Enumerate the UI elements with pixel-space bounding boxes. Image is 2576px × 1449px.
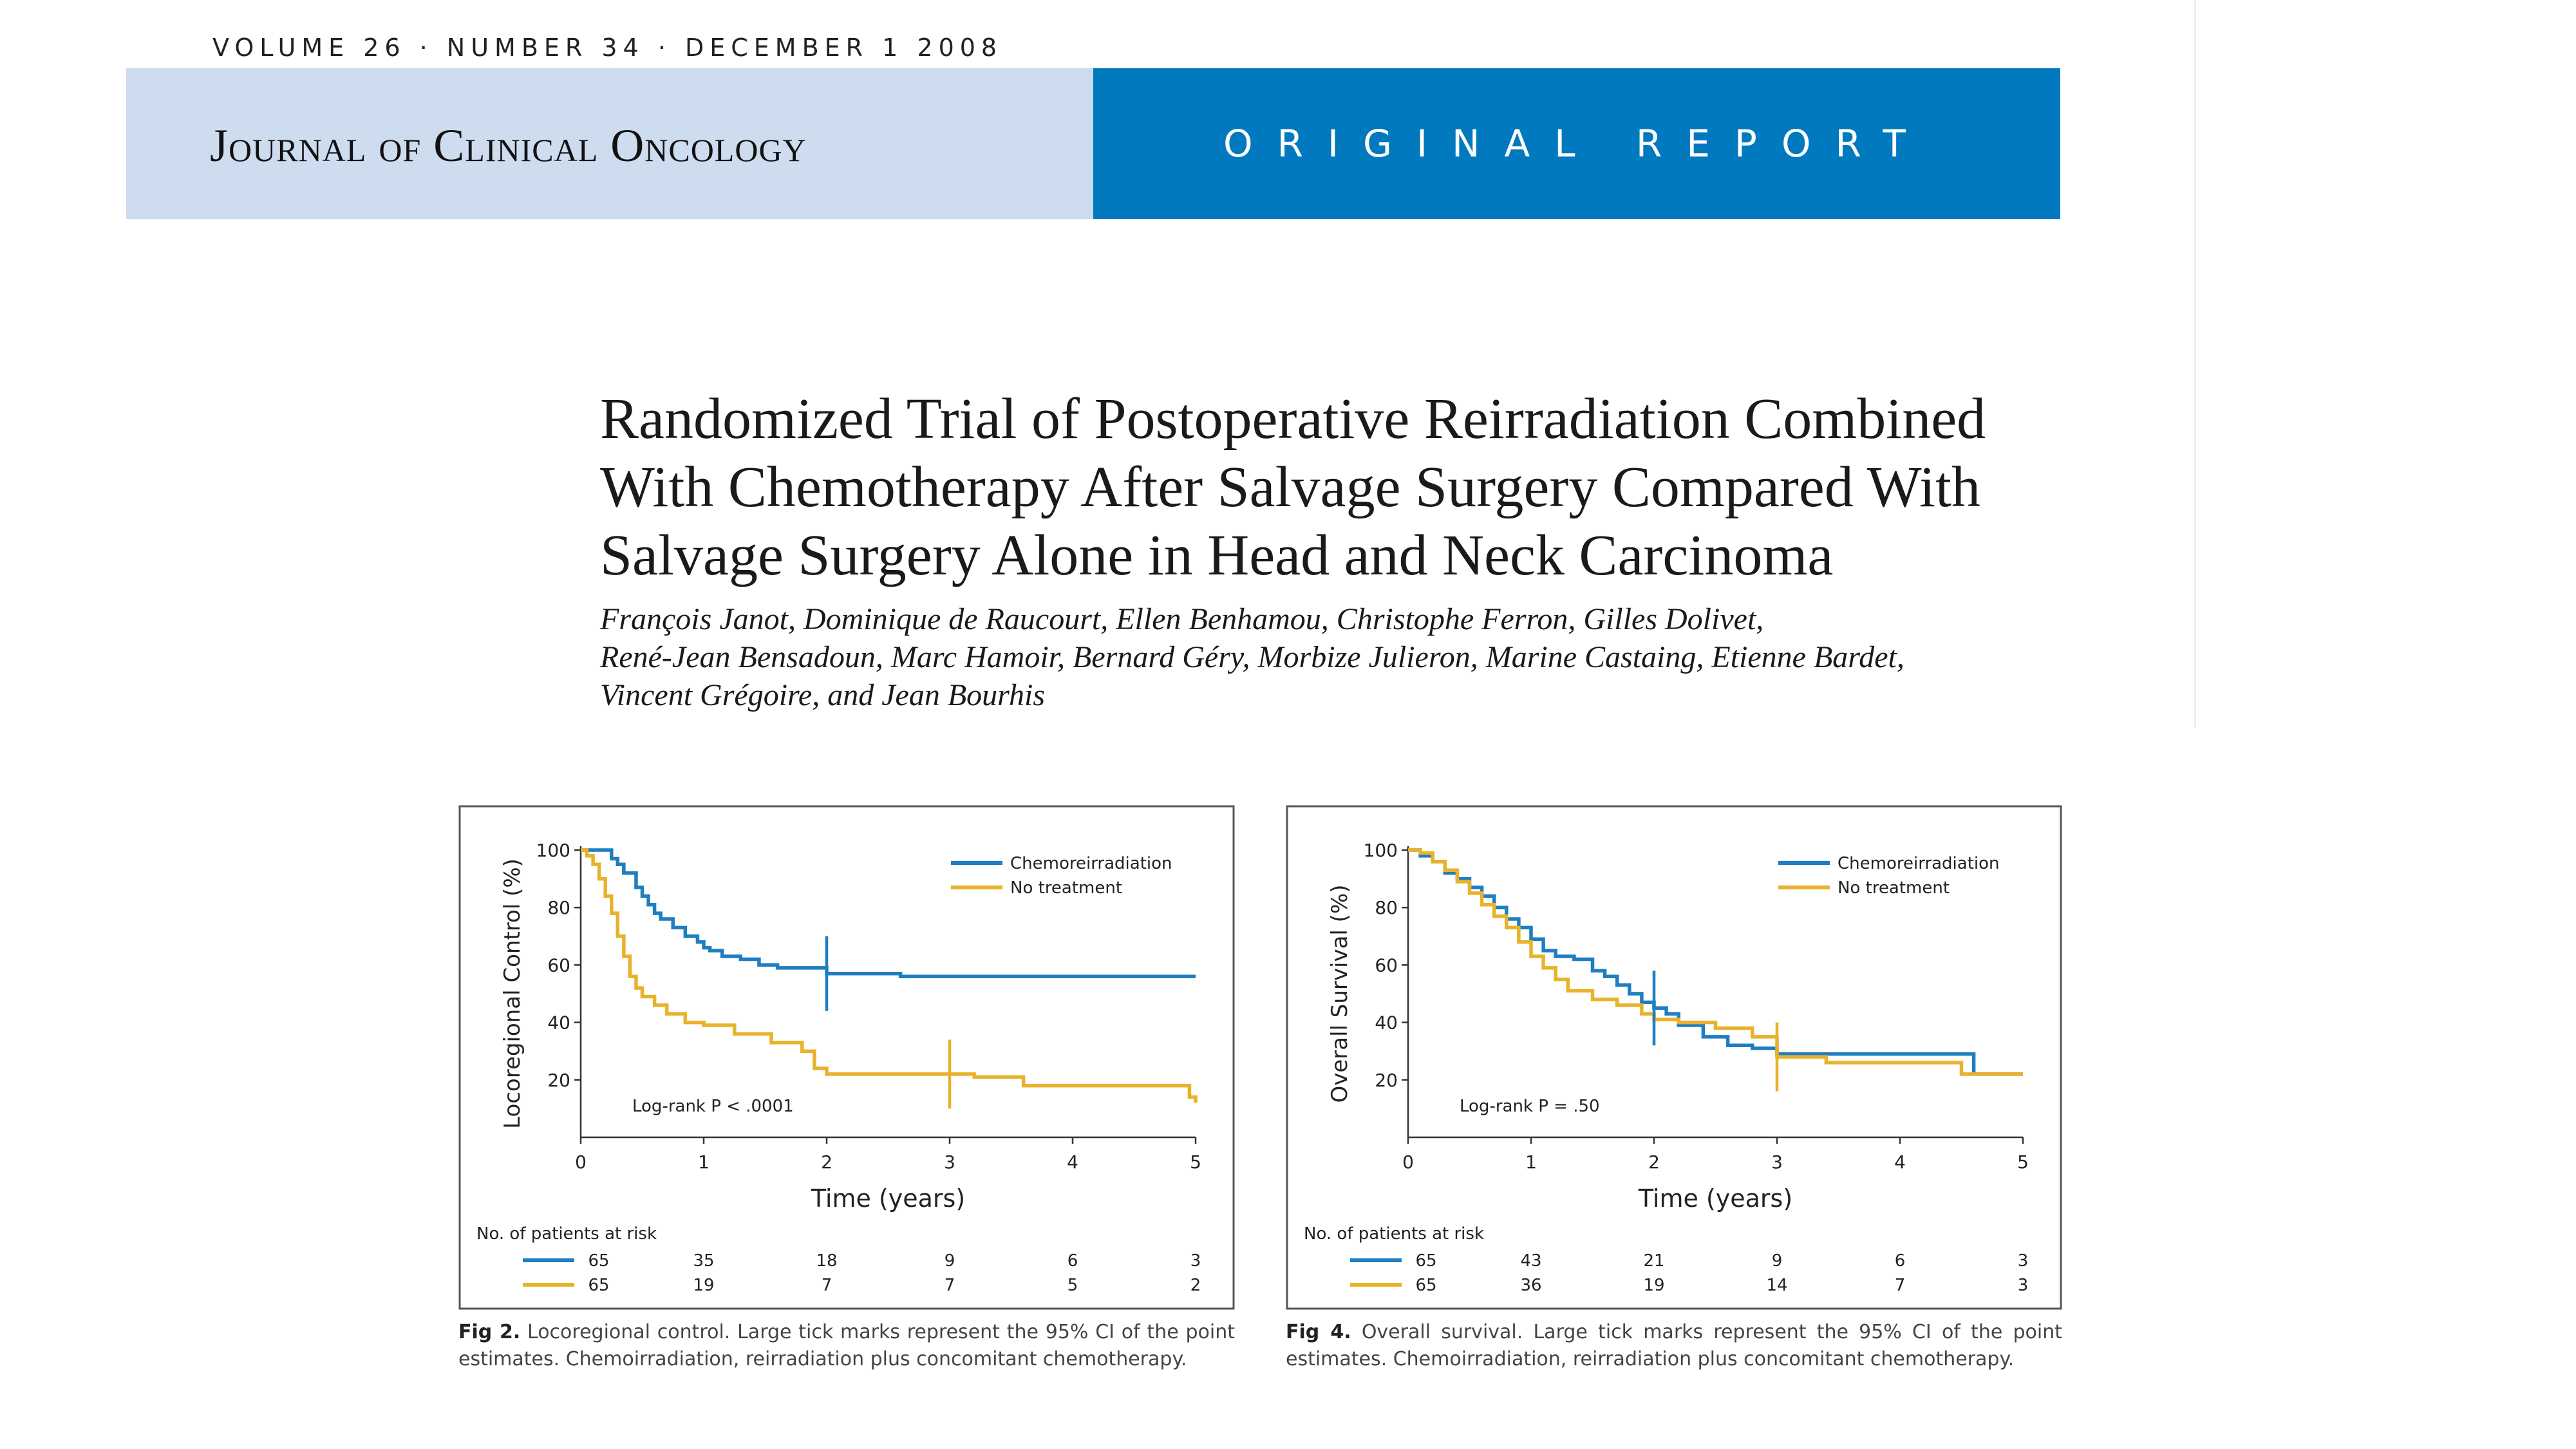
figure-frame [1286, 805, 2062, 1310]
at-risk-value: 14 [1766, 1276, 1787, 1295]
at-risk-value: 43 [1520, 1251, 1541, 1271]
author-line: François Janot, Dominique de Raucourt, E… [600, 602, 1764, 636]
at-risk-value: 2 [1190, 1276, 1201, 1295]
y-axis-label: Overall Survival (%) [1327, 884, 1353, 1103]
y-tick-label: 20 [547, 1070, 570, 1091]
x-tick-label: 2 [1648, 1151, 1660, 1173]
figure-caption: Fig 4. Overall survival. Large tick mark… [1286, 1319, 2062, 1373]
x-tick-label: 3 [944, 1151, 955, 1173]
author-line: René-Jean Bensadoun, Marc Hamoir, Bernar… [600, 640, 1904, 674]
at-risk-value: 7 [945, 1276, 955, 1295]
x-tick-label: 1 [698, 1151, 710, 1173]
at-risk-label: No. of patients at risk [1304, 1224, 1484, 1244]
report-type-banner: ORIGINAL REPORT [1093, 68, 2060, 219]
title-line: Salvage Surgery Alone in Head and Neck C… [600, 524, 1834, 587]
caption-text: Overall survival. Large tick marks repre… [1286, 1321, 2062, 1370]
x-tick-label: 4 [1067, 1151, 1078, 1173]
at-risk-value: 21 [1643, 1251, 1664, 1271]
x-axis-label: Time (years) [1638, 1184, 1792, 1213]
x-tick-label: 1 [1525, 1151, 1537, 1173]
at-risk-value: 65 [588, 1276, 609, 1295]
x-tick-label: 5 [1190, 1151, 1201, 1173]
title-line: Randomized Trial of Postoperative Reirra… [600, 387, 1986, 451]
at-risk-value: 36 [1520, 1276, 1541, 1295]
series-line-no-treatment [581, 848, 1198, 1103]
at-risk-value: 7 [1895, 1276, 1906, 1295]
at-risk-value: 3 [2018, 1251, 2029, 1271]
x-tick-label: 3 [1771, 1151, 1783, 1173]
author-line: Vincent Grégoire, and Jean Bourhis [600, 678, 1045, 712]
figure-overall-survival: 20 40 60 80 100 0 1 2 3 4 5 Time (years) Overall Sur… [1286, 805, 2062, 1310]
legend-label: Chemoreirradiation [1838, 854, 2000, 873]
x-tick-label: 4 [1894, 1151, 1906, 1173]
y-tick-label: 60 [547, 954, 570, 976]
at-risk-value: 3 [2018, 1276, 2029, 1295]
x-axis-label: Time (years) [811, 1184, 965, 1213]
at-risk-value: 19 [693, 1276, 714, 1295]
y-tick-label: 40 [1375, 1012, 1398, 1034]
article-title: Randomized Trial of Postoperative Reirra… [600, 385, 2107, 590]
caption-label: Fig 2. [458, 1321, 521, 1343]
y-tick-label: 80 [1375, 897, 1398, 918]
y-tick-label: 80 [547, 897, 570, 918]
at-risk-value: 35 [693, 1251, 714, 1271]
y-tick-label: 40 [547, 1012, 570, 1034]
y-axis-label: Locoregional Control (%) [500, 858, 525, 1129]
y-tick-label: 60 [1375, 954, 1398, 976]
journal-name: Journal of Clinical Oncology [210, 120, 807, 171]
title-line: With Chemotherapy After Salvage Surgery … [600, 455, 1980, 519]
legend-label: Chemoreirradiation [1010, 854, 1172, 873]
at-risk-value: 65 [1415, 1251, 1436, 1271]
y-tick-label: 100 [1364, 840, 1398, 861]
at-risk-value: 3 [1190, 1251, 1201, 1271]
at-risk-value: 6 [1067, 1251, 1078, 1271]
at-risk-value: 65 [1415, 1276, 1436, 1295]
x-tick-label: 2 [821, 1151, 832, 1173]
report-type: ORIGINAL REPORT [1223, 122, 1930, 166]
author-list: François Janot, Dominique de Raucourt, E… [600, 600, 2107, 714]
series-line-no-treatment [1408, 848, 2023, 1076]
figure-frame [458, 805, 1235, 1310]
x-tick-label: 0 [575, 1151, 587, 1173]
at-risk-value: 9 [945, 1251, 955, 1271]
log-rank-annotation: Log-rank P < .0001 [632, 1097, 794, 1116]
at-risk-value: 18 [816, 1251, 837, 1271]
at-risk-value: 65 [588, 1251, 609, 1271]
series-line-chemoreirradiation [581, 848, 1196, 978]
issue-line: VOLUME 26 · NUMBER 34 · DECEMBER 1 2008 [212, 33, 1003, 62]
y-tick-label: 20 [1375, 1070, 1398, 1091]
caption-label: Fig 4. [1286, 1321, 1351, 1343]
figure-locoregional-control: 20 40 60 80 100 0 1 2 3 4 5 Time (years) Locoregiona… [458, 805, 1235, 1310]
legend-label: No treatment [1838, 878, 1950, 898]
page-divider [2194, 0, 2196, 728]
caption-text: Locoregional control. Large tick marks r… [458, 1321, 1235, 1370]
at-risk-value: 5 [1067, 1276, 1078, 1295]
at-risk-value: 6 [1895, 1251, 1906, 1271]
at-risk-value: 7 [822, 1276, 832, 1295]
at-risk-value: 19 [1643, 1276, 1664, 1295]
at-risk-value: 9 [1772, 1251, 1783, 1271]
log-rank-annotation: Log-rank P = .50 [1460, 1097, 1600, 1116]
at-risk-label: No. of patients at risk [476, 1224, 657, 1244]
journal-banner: Journal of Clinical Oncology [126, 68, 1093, 219]
x-tick-label: 0 [1402, 1151, 1414, 1173]
legend-label: No treatment [1010, 878, 1122, 898]
figure-caption: Fig 2. Locoregional control. Large tick … [458, 1319, 1235, 1373]
x-tick-label: 5 [2017, 1151, 2029, 1173]
y-tick-label: 100 [536, 840, 570, 861]
